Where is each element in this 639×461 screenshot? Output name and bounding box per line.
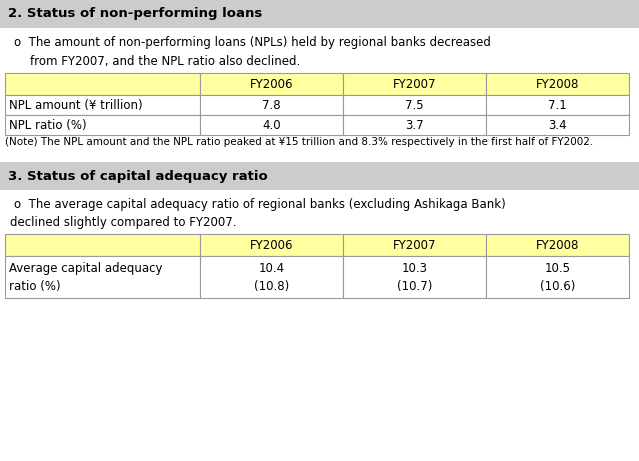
Bar bbox=[486, 95, 629, 115]
Bar bbox=[200, 73, 343, 95]
Text: FY2007: FY2007 bbox=[393, 238, 436, 252]
Text: 3.4: 3.4 bbox=[548, 118, 567, 131]
Text: 7.5: 7.5 bbox=[405, 99, 424, 112]
Text: FY2007: FY2007 bbox=[393, 77, 436, 90]
Bar bbox=[343, 115, 486, 135]
Text: FY2008: FY2008 bbox=[536, 77, 579, 90]
Text: FY2006: FY2006 bbox=[250, 77, 293, 90]
Bar bbox=[5, 95, 200, 115]
Text: o  The amount of non-performing loans (NPLs) held by regional banks decreased: o The amount of non-performing loans (NP… bbox=[14, 36, 491, 49]
Bar bbox=[486, 115, 629, 135]
Bar bbox=[343, 234, 486, 256]
Text: 2. Status of non-performing loans: 2. Status of non-performing loans bbox=[8, 7, 262, 20]
Bar bbox=[343, 73, 486, 95]
Text: o  The average capital adequacy ratio of regional banks (excluding Ashikaga Bank: o The average capital adequacy ratio of … bbox=[14, 198, 505, 211]
Bar bbox=[200, 234, 343, 256]
Text: Average capital adequacy
ratio (%): Average capital adequacy ratio (%) bbox=[9, 261, 162, 292]
Text: NPL amount (¥ trillion): NPL amount (¥ trillion) bbox=[9, 99, 142, 112]
Bar bbox=[200, 115, 343, 135]
Text: from FY2007, and the NPL ratio also declined.: from FY2007, and the NPL ratio also decl… bbox=[30, 55, 300, 68]
Bar bbox=[486, 234, 629, 256]
Bar bbox=[5, 73, 200, 95]
Bar bbox=[5, 256, 200, 298]
Bar bbox=[5, 115, 200, 135]
Text: 3.7: 3.7 bbox=[405, 118, 424, 131]
Bar bbox=[486, 73, 629, 95]
Bar bbox=[5, 234, 200, 256]
Text: 7.1: 7.1 bbox=[548, 99, 567, 112]
Bar bbox=[200, 95, 343, 115]
Text: 10.5
(10.6): 10.5 (10.6) bbox=[540, 261, 575, 292]
Bar bbox=[0, 0, 639, 28]
Bar bbox=[343, 95, 486, 115]
Text: (Note) The NPL amount and the NPL ratio peaked at ¥15 trillion and 8.3% respecti: (Note) The NPL amount and the NPL ratio … bbox=[5, 137, 593, 147]
Text: 7.8: 7.8 bbox=[262, 99, 281, 112]
Text: 10.4
(10.8): 10.4 (10.8) bbox=[254, 261, 289, 292]
Text: FY2008: FY2008 bbox=[536, 238, 579, 252]
Text: 3. Status of capital adequacy ratio: 3. Status of capital adequacy ratio bbox=[8, 170, 268, 183]
Bar bbox=[200, 256, 343, 298]
Text: declined slightly compared to FY2007.: declined slightly compared to FY2007. bbox=[10, 216, 236, 229]
Text: 4.0: 4.0 bbox=[262, 118, 281, 131]
Text: 10.3
(10.7): 10.3 (10.7) bbox=[397, 261, 432, 292]
Text: NPL ratio (%): NPL ratio (%) bbox=[9, 118, 87, 131]
Bar bbox=[486, 256, 629, 298]
Text: FY2006: FY2006 bbox=[250, 238, 293, 252]
Bar bbox=[0, 162, 639, 190]
Bar bbox=[343, 256, 486, 298]
